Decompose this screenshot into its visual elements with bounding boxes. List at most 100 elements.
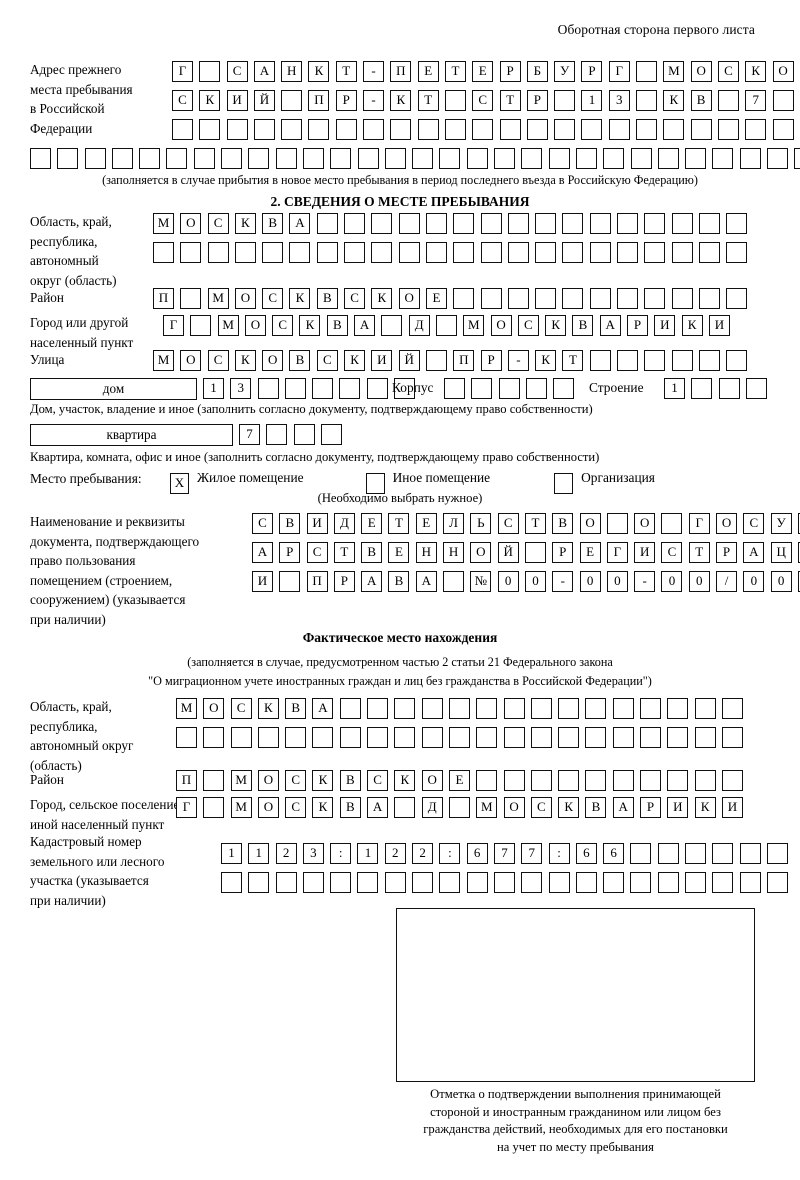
char-cell[interactable]: [585, 770, 607, 791]
char-cell[interactable]: [281, 119, 303, 140]
char-cell[interactable]: [636, 119, 658, 140]
char-cell[interactable]: Н: [415, 542, 437, 563]
char-cell[interactable]: [685, 148, 707, 169]
char-cell[interactable]: [412, 148, 434, 169]
char-cell[interactable]: [612, 727, 634, 748]
char-cell[interactable]: [636, 61, 658, 82]
char-cell[interactable]: [425, 242, 447, 263]
char-cell[interactable]: [558, 727, 580, 748]
char-cell[interactable]: С: [226, 61, 248, 82]
char-cell[interactable]: [698, 213, 720, 234]
char-cell[interactable]: [498, 378, 520, 399]
char-cell[interactable]: [698, 242, 720, 263]
char-cell[interactable]: И: [226, 90, 248, 111]
char-cell[interactable]: :: [439, 843, 461, 864]
char-cell[interactable]: М: [176, 698, 197, 719]
cadastre-row-2[interactable]: [221, 872, 794, 893]
char-cell[interactable]: [384, 148, 406, 169]
char-cell[interactable]: [644, 350, 666, 371]
char-cell[interactable]: [266, 424, 288, 445]
char-cell[interactable]: :: [330, 843, 352, 864]
char-cell[interactable]: [554, 90, 576, 111]
char-cell[interactable]: [435, 315, 457, 336]
char-cell[interactable]: [279, 571, 301, 592]
char-cell[interactable]: [444, 378, 465, 399]
char-cell[interactable]: [230, 727, 252, 748]
char-cell[interactable]: [466, 872, 488, 893]
char-cell[interactable]: [589, 288, 611, 309]
char-cell[interactable]: [667, 727, 689, 748]
char-cell[interactable]: [558, 770, 580, 791]
char-cell[interactable]: [671, 242, 693, 263]
char-cell[interactable]: [443, 571, 465, 592]
char-cell[interactable]: Д: [797, 513, 800, 534]
char-cell[interactable]: П: [153, 288, 174, 309]
char-cell[interactable]: И: [721, 797, 743, 818]
char-cell[interactable]: И: [797, 542, 800, 563]
char-cell[interactable]: [726, 242, 748, 263]
char-cell[interactable]: [412, 872, 434, 893]
char-cell[interactable]: [712, 148, 734, 169]
char-cell[interactable]: М: [207, 288, 229, 309]
char-cell[interactable]: [30, 148, 51, 169]
char-cell[interactable]: С: [743, 513, 765, 534]
char-cell[interactable]: О: [490, 315, 512, 336]
char-cell[interactable]: С: [285, 770, 307, 791]
char-cell[interactable]: М: [153, 213, 174, 234]
char-cell[interactable]: [526, 119, 548, 140]
char-cell[interactable]: [471, 378, 493, 399]
char-cell[interactable]: К: [308, 61, 330, 82]
char-cell[interactable]: [199, 61, 221, 82]
char-cell[interactable]: [766, 843, 788, 864]
char-cell[interactable]: 0: [497, 571, 519, 592]
char-cell[interactable]: [262, 242, 284, 263]
char-cell[interactable]: К: [394, 770, 416, 791]
char-cell[interactable]: [712, 843, 734, 864]
char-cell[interactable]: 1: [581, 90, 603, 111]
char-cell[interactable]: [612, 770, 634, 791]
char-cell[interactable]: Т: [688, 542, 710, 563]
char-cell[interactable]: С: [517, 315, 539, 336]
char-cell[interactable]: П: [390, 61, 412, 82]
stroenie-row[interactable]: 1: [664, 378, 773, 399]
char-cell[interactable]: [657, 843, 679, 864]
char-cell[interactable]: [330, 872, 352, 893]
char-cell[interactable]: 7: [521, 843, 543, 864]
char-cell[interactable]: [603, 148, 625, 169]
char-cell[interactable]: -: [552, 571, 574, 592]
char-cell[interactable]: [453, 242, 475, 263]
char-cell[interactable]: [503, 698, 525, 719]
char-cell[interactable]: Т: [417, 90, 439, 111]
char-cell[interactable]: [57, 148, 79, 169]
char-cell[interactable]: [667, 770, 689, 791]
stay-option-checkbox[interactable]: X: [170, 473, 189, 494]
char-cell[interactable]: А: [367, 797, 389, 818]
char-cell[interactable]: А: [361, 571, 383, 592]
char-cell[interactable]: [394, 797, 416, 818]
char-cell[interactable]: [521, 872, 543, 893]
char-cell[interactable]: К: [344, 350, 366, 371]
char-cell[interactable]: [717, 119, 739, 140]
char-cell[interactable]: [439, 872, 461, 893]
char-cell[interactable]: С: [530, 797, 552, 818]
char-cell[interactable]: Р: [279, 542, 301, 563]
char-cell[interactable]: Р: [335, 90, 357, 111]
char-cell[interactable]: [371, 242, 393, 263]
char-cell[interactable]: [172, 119, 193, 140]
char-cell[interactable]: Е: [425, 288, 447, 309]
char-cell[interactable]: [562, 242, 584, 263]
char-cell[interactable]: 0: [688, 571, 710, 592]
char-cell[interactable]: [339, 698, 361, 719]
char-cell[interactable]: [524, 542, 546, 563]
char-cell[interactable]: [453, 213, 475, 234]
char-cell[interactable]: С: [230, 698, 252, 719]
char-cell[interactable]: [657, 148, 679, 169]
char-cell[interactable]: 0: [606, 571, 628, 592]
char-cell[interactable]: У: [554, 61, 576, 82]
char-cell[interactable]: 0: [579, 571, 601, 592]
char-cell[interactable]: [480, 213, 502, 234]
char-cell[interactable]: Н: [281, 61, 303, 82]
char-cell[interactable]: [371, 213, 393, 234]
